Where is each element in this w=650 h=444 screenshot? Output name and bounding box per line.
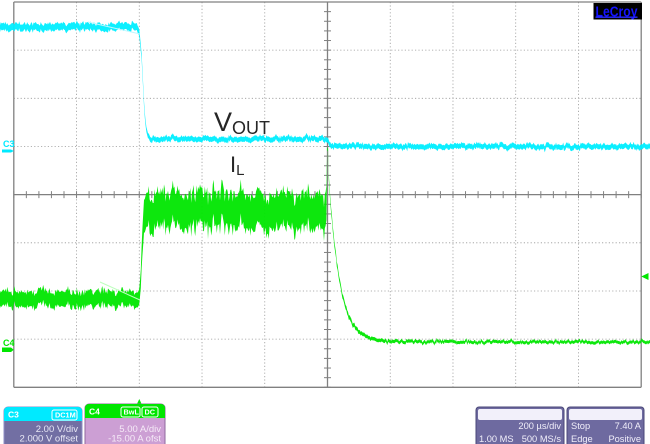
svg-text:1.00 MS: 1.00 MS	[479, 434, 514, 444]
svg-text:BwL: BwL	[124, 408, 140, 417]
svg-text:DC1M: DC1M	[55, 411, 76, 420]
svg-text:C3: C3	[3, 139, 15, 149]
svg-text:VOUT: VOUT	[214, 107, 270, 138]
svg-text:IL: IL	[230, 152, 244, 179]
svg-text:200 µs/div: 200 µs/div	[518, 421, 561, 431]
svg-text:LeCroy: LeCroy	[596, 5, 638, 21]
svg-text:Positive: Positive	[608, 434, 641, 444]
svg-text:DC: DC	[145, 408, 156, 417]
svg-text:2.000 V offset: 2.000 V offset	[20, 434, 79, 444]
svg-text:Stop: Stop	[571, 421, 590, 431]
svg-text:Edge: Edge	[571, 434, 593, 444]
svg-text:-15.00 A ofst: -15.00 A ofst	[108, 434, 161, 444]
svg-text:C4: C4	[89, 407, 100, 417]
svg-text:C3: C3	[8, 410, 19, 420]
svg-text:500 MS/s: 500 MS/s	[522, 434, 562, 444]
svg-text:C4: C4	[3, 338, 15, 348]
svg-text:7.40 A: 7.40 A	[615, 421, 642, 431]
